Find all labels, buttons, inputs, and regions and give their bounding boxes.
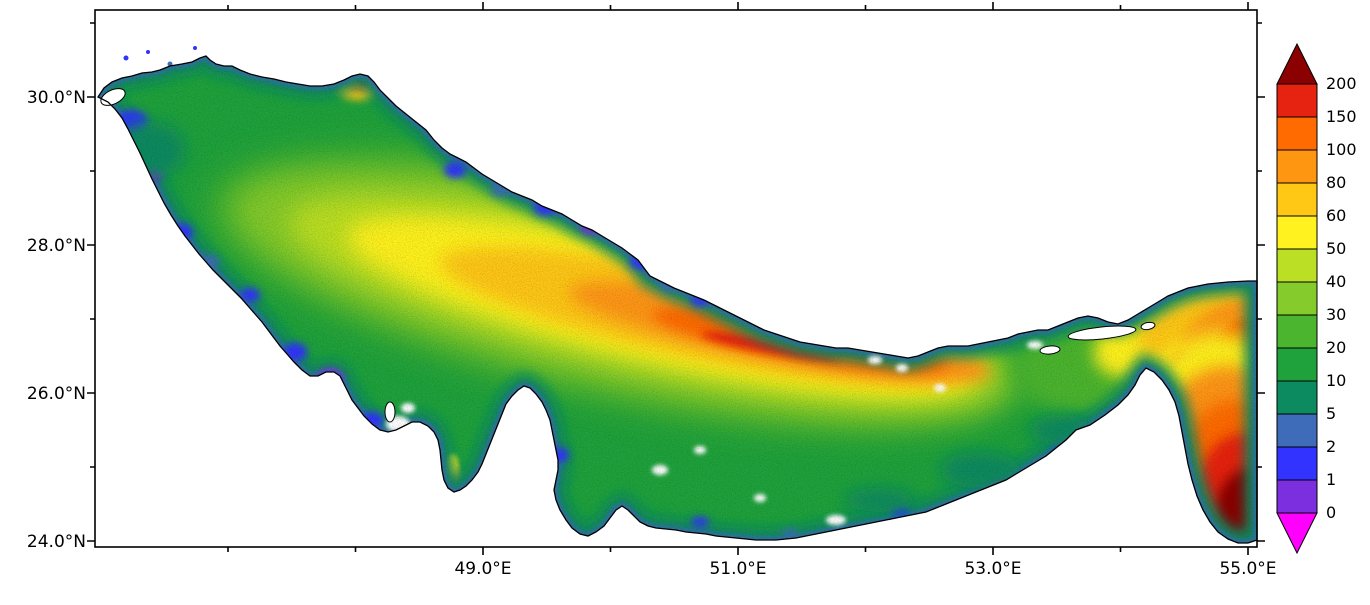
grain-noise-overlay — [98, 56, 1257, 543]
colorbar-segment — [1276, 281, 1318, 316]
x-tick-label: 51.0°E — [709, 559, 766, 579]
plot-frame — [94, 9, 1258, 548]
x-tick-label: 49.0°E — [454, 559, 511, 579]
y-tick-label: 26.0°N — [27, 384, 86, 404]
colorbar-segment — [1276, 347, 1318, 382]
island — [384, 401, 396, 423]
x-axis-ticks-top — [227, 2, 1249, 10]
colorbar-segment — [1276, 479, 1318, 514]
colorbar: 200 150 100 80 60 50 40 30 20 10 5 2 1 0 — [1276, 42, 1357, 555]
colorbar-tick-label: 80 — [1326, 173, 1346, 192]
colorbar-tick-label: 20 — [1326, 338, 1346, 357]
colorbar-under-arrow — [1276, 512, 1318, 555]
colorbar-segment — [1276, 413, 1318, 448]
colorbar-tick-label: 30 — [1326, 305, 1346, 324]
stray-speckle — [146, 50, 150, 54]
colorbar-segment — [1276, 215, 1318, 250]
colorbar-over-arrow — [1276, 42, 1318, 85]
colorbar-segment — [1276, 314, 1318, 349]
island — [1067, 325, 1137, 341]
colorbar-tick-label: 50 — [1326, 239, 1346, 258]
colorbar-segment — [1276, 248, 1318, 283]
x-tick-label: 53.0°E — [964, 559, 1021, 579]
colorbar-segment — [1276, 83, 1318, 118]
y-tick-label: 30.0°N — [27, 88, 86, 108]
islands — [100, 88, 1156, 423]
x-axis-ticks-bottom — [227, 547, 1249, 555]
colorbar-tick-label: 60 — [1326, 206, 1346, 225]
colorbar-tick-label: 10 — [1326, 371, 1346, 390]
heatmap-field — [98, 56, 1257, 543]
colorbar-segment — [1276, 116, 1318, 151]
colorbar-labels: 200 150 100 80 60 50 40 30 20 10 5 2 1 0 — [1326, 74, 1357, 522]
x-tick-label: 55.0°E — [1219, 559, 1276, 579]
colorbar-tick-label: 40 — [1326, 272, 1346, 291]
island — [1140, 321, 1156, 331]
colorbar-tick-label: 1 — [1326, 470, 1336, 489]
colorbar-segment — [1276, 380, 1318, 415]
colorbar-tick-label: 150 — [1326, 107, 1357, 126]
colorbar-tick-label: 2 — [1326, 437, 1336, 456]
island — [1039, 345, 1061, 355]
colorbar-segment — [1276, 149, 1318, 184]
y-axis-labels: 30.0°N 28.0°N 26.0°N 24.0°N — [27, 88, 86, 552]
stray-speckle — [193, 46, 197, 50]
colorbar-tick-label: 200 — [1326, 74, 1357, 93]
colorbar-tick-label: 0 — [1326, 503, 1336, 522]
colorbar-tick-label: 100 — [1326, 140, 1357, 159]
y-axis-ticks-left — [87, 22, 95, 542]
y-tick-label: 24.0°N — [27, 532, 86, 552]
stray-speckle — [123, 55, 129, 61]
colorbar-segment — [1276, 446, 1318, 481]
x-axis-labels: 49.0°E 51.0°E 53.0°E 55.0°E — [454, 559, 1276, 579]
y-axis-ticks-right — [1257, 22, 1265, 542]
y-tick-label: 28.0°N — [27, 236, 86, 256]
colorbar-tick-label: 5 — [1326, 404, 1336, 423]
no-data-patch — [415, 438, 433, 450]
colorbar-segment — [1276, 182, 1318, 217]
